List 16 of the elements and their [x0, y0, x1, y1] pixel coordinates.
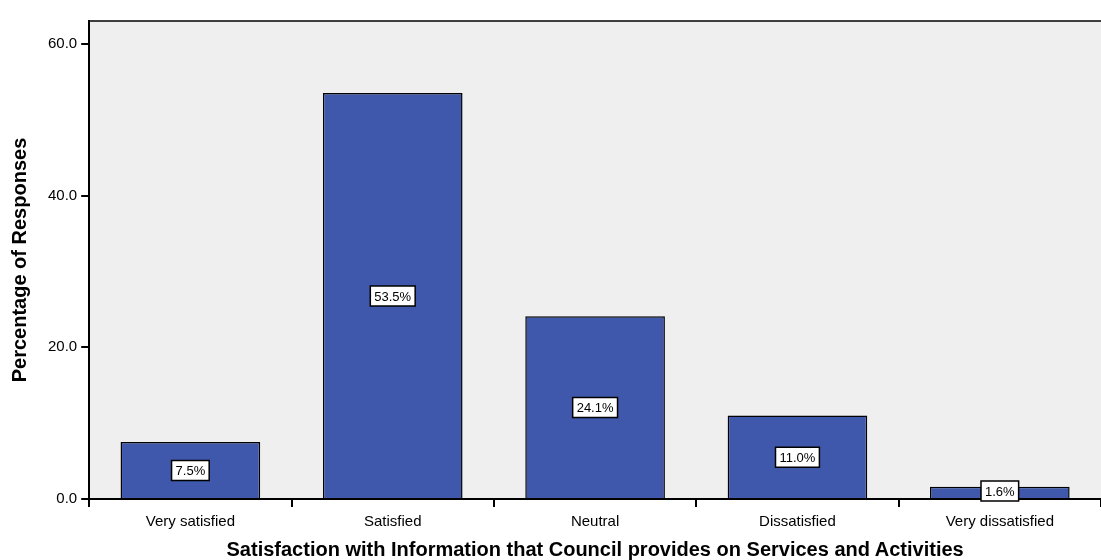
data-label: 11.0%: [779, 449, 816, 465]
data-label: 7.5%: [175, 463, 206, 479]
y-axis-title: Percentage of Responses: [7, 137, 30, 383]
data-label: 1.6%: [985, 483, 1016, 499]
y-tick-label: 20.0: [47, 337, 78, 355]
x-tick-label: Neutral: [570, 512, 620, 530]
data-label: 53.5%: [374, 288, 412, 304]
x-axis-title: Satisfaction with Information that Council provides on Services and Activities: [226, 538, 964, 560]
x-tick-label: Very satisfied: [145, 512, 235, 530]
x-tick-label: Very dissatisfied: [945, 512, 1055, 530]
x-tick-label: Satisfied: [363, 512, 422, 530]
y-tick-label: 0.0: [56, 489, 78, 507]
data-label: 24.1%: [576, 400, 614, 416]
y-tick-label: 60.0: [47, 33, 78, 51]
x-tick-label: Dissatisfied: [759, 512, 836, 530]
y-tick-label: 40.0: [47, 185, 78, 203]
